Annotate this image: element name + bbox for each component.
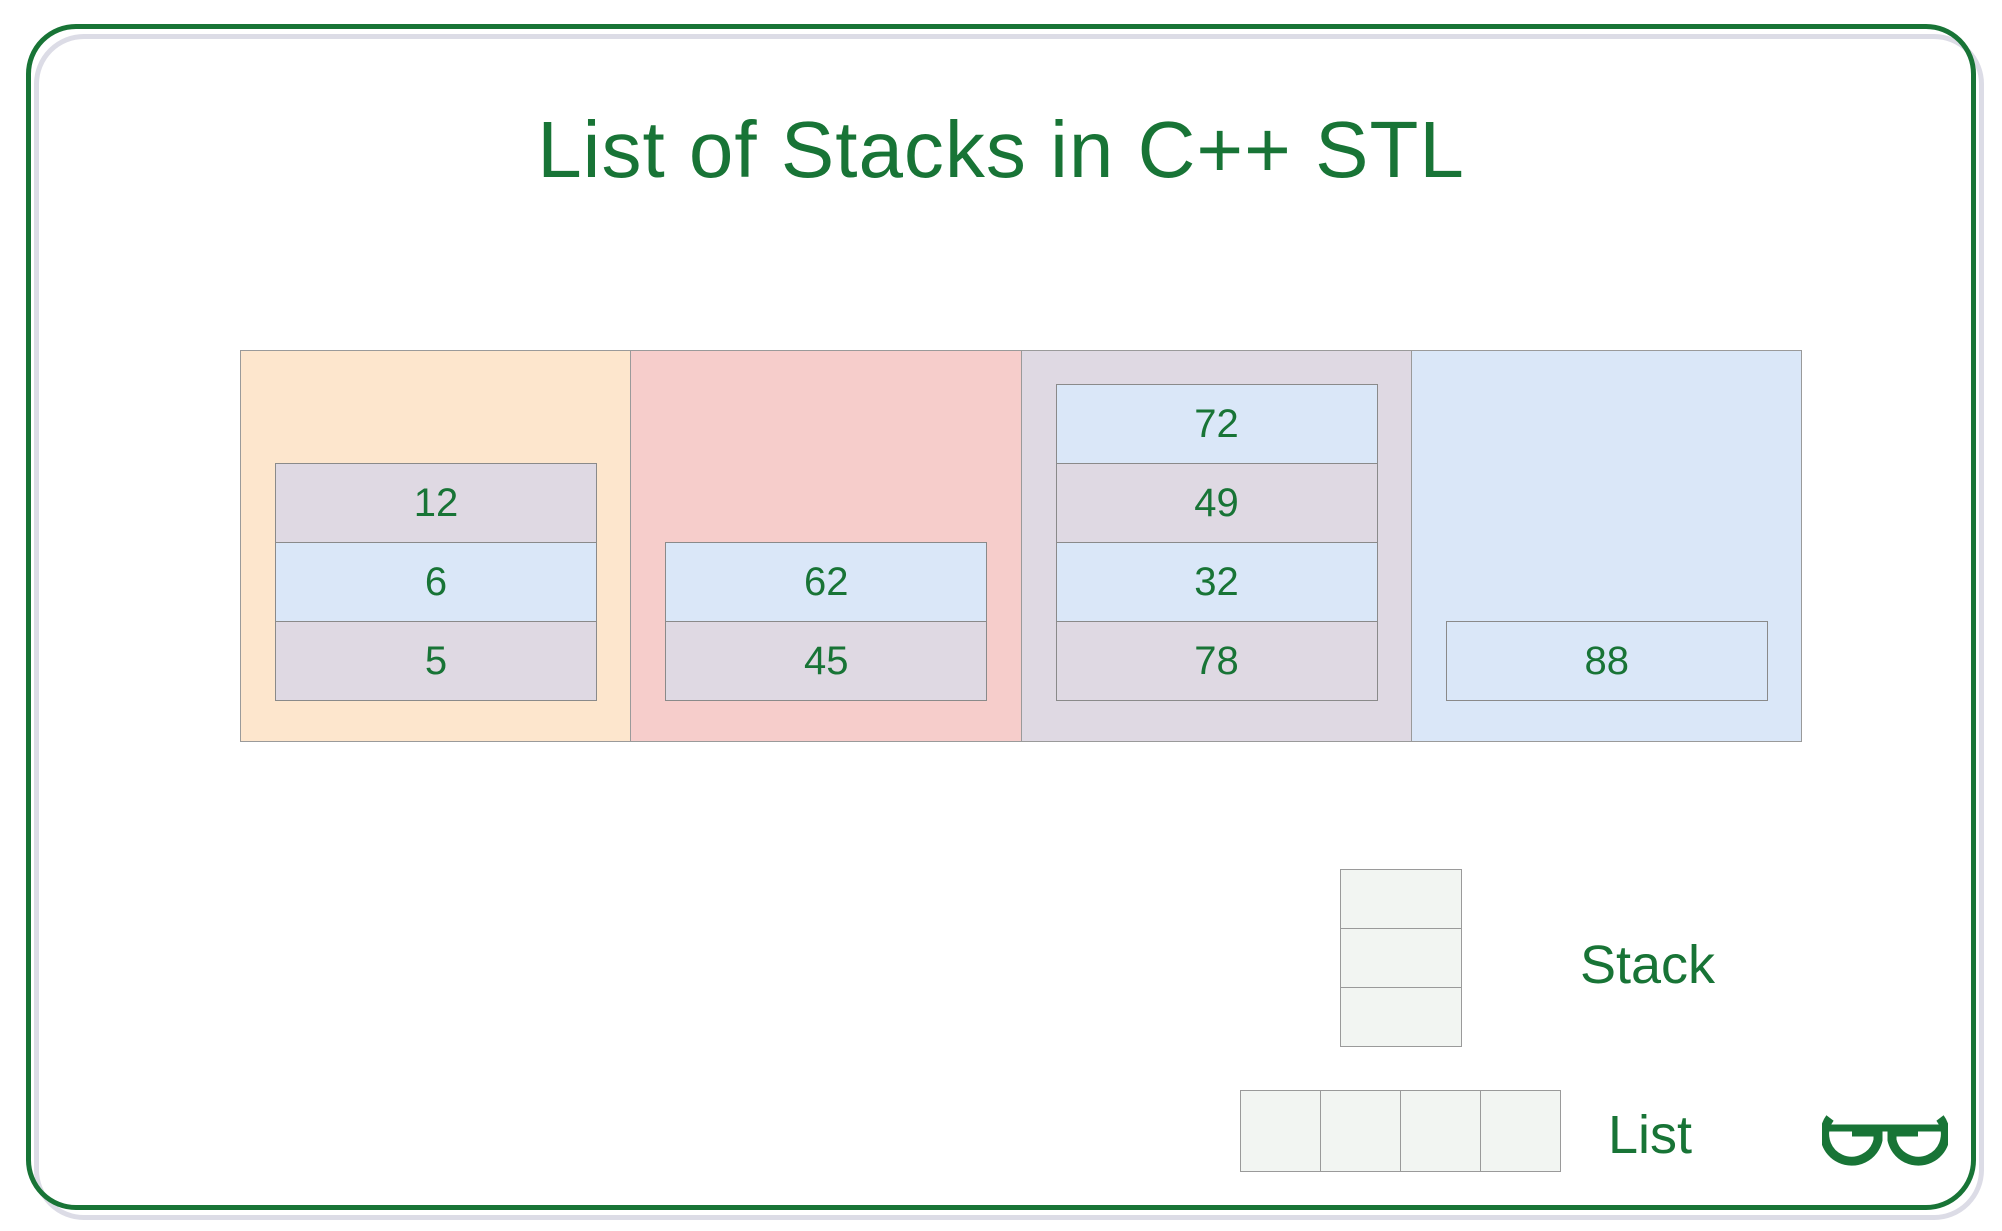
stack-item: 6 bbox=[275, 542, 597, 622]
stack-item: 49 bbox=[1055, 463, 1378, 543]
list-node: 72 49 32 78 bbox=[1021, 351, 1412, 741]
legend-list-cell bbox=[1400, 1090, 1481, 1172]
legend-stack-cell bbox=[1340, 869, 1462, 929]
legend-list-label: List bbox=[1608, 1105, 1693, 1165]
stack-item: 45 bbox=[665, 621, 988, 701]
legend-list-cell bbox=[1320, 1090, 1401, 1172]
diagram-frame bbox=[26, 24, 1976, 1210]
diagram-title: List of Stacks in C++ STL bbox=[537, 105, 1465, 194]
stack: 62 45 bbox=[665, 542, 988, 701]
stack-item: 88 bbox=[1445, 621, 1768, 701]
legend-stack-cell bbox=[1340, 987, 1462, 1047]
list-node: 12 6 5 bbox=[241, 351, 632, 741]
stack-item: 12 bbox=[275, 463, 597, 543]
gfg-logo-icon bbox=[1822, 1115, 1948, 1166]
stack-item: 32 bbox=[1055, 542, 1378, 622]
legend-stack-cell bbox=[1340, 928, 1462, 988]
legend-list-cell bbox=[1240, 1090, 1321, 1172]
stack-item: 78 bbox=[1055, 621, 1378, 701]
stack: 88 bbox=[1445, 621, 1768, 701]
stack: 12 6 5 bbox=[275, 463, 597, 701]
legend-stack-label: Stack bbox=[1580, 935, 1716, 995]
stack-item: 62 bbox=[665, 542, 988, 622]
stack: 72 49 32 78 bbox=[1055, 384, 1378, 701]
legend-list-cell bbox=[1480, 1090, 1561, 1172]
frame-shadow bbox=[34, 34, 1984, 1220]
legend-stack-symbol bbox=[1340, 869, 1462, 1047]
list-container: 12 6 5 62 45 72 49 32 78 88 bbox=[240, 350, 1802, 742]
list-node: 62 45 bbox=[631, 351, 1022, 741]
stack-item: 5 bbox=[275, 621, 597, 701]
list-node: 88 bbox=[1411, 351, 1801, 741]
legend-list-symbol bbox=[1240, 1090, 1561, 1172]
stack-item: 72 bbox=[1055, 384, 1378, 464]
